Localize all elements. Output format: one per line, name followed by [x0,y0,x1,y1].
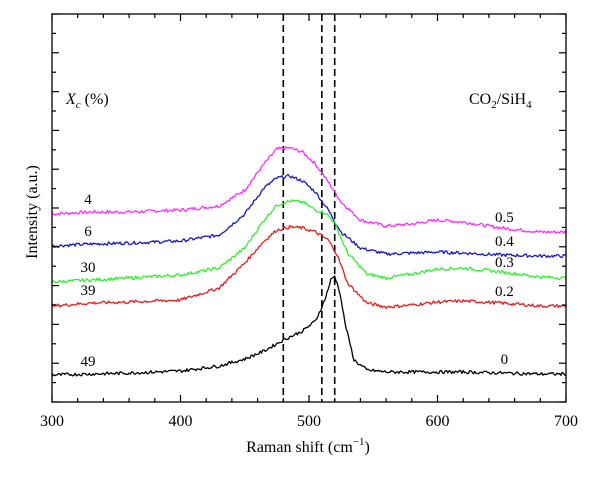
series-line-0.3 [51,199,567,284]
series-line-0.2 [51,224,567,310]
reference-lines [282,14,336,402]
x-tick-label: 500 [297,413,321,430]
x-tick-label: 700 [554,413,578,430]
x-tick-label: 400 [169,413,193,430]
xc-label: 6 [84,224,92,240]
xc-label: 39 [80,283,95,299]
ratio-label: 0.4 [495,234,514,250]
ratio-label: 0.5 [495,210,514,226]
co2-sih4-header: CO2/SiH4 [469,91,532,111]
y-axis-title: Intensity (a.u.) [24,165,41,259]
xc-label: 49 [80,354,95,370]
axis-ticks [51,13,567,403]
ratio-label: 0.3 [495,255,514,271]
x-tick-label: 600 [426,413,450,430]
x-axis-title: Raman shift (cm−1) [246,436,370,456]
series-line-0.4 [51,174,567,259]
series-line-0.5 [51,146,567,234]
plot-frame [51,13,567,403]
x-tick-labels: 300 400 500 600 700 [40,413,578,430]
ratio-label: 0.2 [495,284,514,300]
series-annotations: 4 0.5 6 0.4 30 0.3 39 0.2 49 0 [80,192,514,370]
xc-label: 30 [80,260,95,276]
ratio-label: 0 [501,352,509,368]
series-line-0 [51,275,567,377]
xc-header: Xc (%) [65,91,109,111]
x-tick-label: 300 [40,413,64,430]
xc-label: 4 [84,192,92,208]
series-layer [51,146,567,377]
